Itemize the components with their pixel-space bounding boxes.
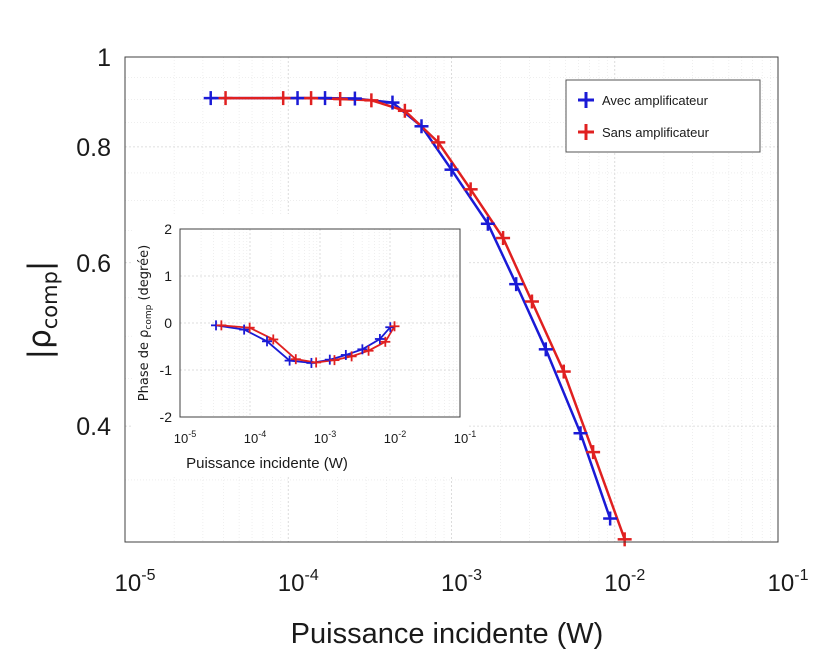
inset-plot-frame — [179, 228, 461, 418]
inset-y-tick-labels: 2 1 0 -1 -2 — [160, 221, 173, 425]
main-x-axis-label: Puissance incidente (W) — [291, 618, 604, 650]
main-data-point-sans — [364, 93, 379, 108]
legend-entry-avec: Avec amplificateur — [602, 93, 709, 108]
main-x-tick-label: 10-5 — [115, 567, 156, 597]
main-data-point-avec — [573, 426, 588, 441]
inset-x-tick-label: 10-1 — [454, 429, 476, 446]
main-x-tick-label: 10-1 — [768, 567, 809, 597]
inset-data-point-sans — [216, 320, 227, 331]
inset-data-point-sans — [389, 321, 400, 332]
main-data-point-avec — [538, 342, 553, 357]
main-x-tick-labels: 10-5 10-4 10-3 10-2 10-1 — [115, 567, 809, 597]
inset-y-tick-label: 2 — [164, 221, 172, 237]
legend-entry-sans: Sans amplificateur — [602, 125, 710, 140]
main-data-point-sans — [276, 91, 291, 106]
inset-series-lines — [215, 324, 396, 364]
inset-x-tick-label: 10-4 — [244, 429, 266, 446]
inset-data-point-sans — [329, 355, 340, 366]
main-data-point-avec — [347, 91, 362, 106]
inset-x-tick-labels: 10-5 10-4 10-3 10-2 10-1 — [174, 429, 476, 446]
inset-series-markers — [211, 320, 400, 368]
inset-y-axis-label: Phase de ρcomp (degrée) — [137, 245, 154, 401]
main-data-point-sans — [586, 445, 601, 460]
inset-y-tick-label: 0 — [164, 315, 172, 331]
inset-background — [132, 214, 468, 476]
legend: Avec amplificateur Sans amplificateur — [565, 79, 761, 153]
inset-data-point-sans — [290, 354, 301, 365]
main-x-tick-label: 10-4 — [278, 567, 319, 597]
inset-data-point-sans — [268, 334, 279, 345]
main-data-point-avec — [385, 95, 400, 110]
inset-data-point-avec — [357, 344, 368, 355]
main-x-tick-label: 10-2 — [604, 567, 645, 597]
inset-data-point-avec — [374, 333, 385, 344]
main-data-point-avec — [444, 162, 459, 177]
inset-data-point-sans — [346, 351, 357, 362]
main-data-point-avec — [414, 119, 429, 134]
inset-data-point-avec — [262, 336, 273, 347]
main-data-point-sans — [617, 532, 632, 547]
legend-marker-sans — [578, 124, 594, 140]
main-data-point-sans — [463, 182, 478, 197]
inset-x-axis-label: Puissance incidente (W) — [186, 455, 348, 472]
main-y-tick-label: 1 — [97, 44, 111, 72]
main-y-tick-label: 0.6 — [76, 250, 111, 278]
main-data-point-avec — [509, 277, 524, 292]
main-data-point-sans — [218, 91, 233, 106]
main-data-point-sans — [496, 231, 511, 246]
inset-data-point-avec — [284, 355, 295, 366]
inset-data-point-sans — [363, 345, 374, 356]
inset-y-tick-label: -2 — [160, 409, 173, 425]
main-x-tick-label: 10-3 — [441, 567, 482, 597]
inset-y-tick-label: -1 — [160, 362, 173, 378]
main-data-point-sans — [397, 103, 412, 118]
main-data-point-avec — [203, 91, 218, 106]
inset-data-point-avec — [340, 349, 351, 360]
inset-x-tick-label: 10-2 — [384, 429, 406, 446]
main-data-point-avec — [603, 511, 618, 526]
main-y-tick-labels: 0.4 0.6 0.8 1 — [76, 44, 111, 441]
inset-series-line-sans — [221, 324, 396, 364]
main-data-point-sans — [431, 135, 446, 150]
main-data-point-sans — [304, 91, 319, 106]
main-series-markers — [203, 91, 632, 547]
legend-marker-avec — [578, 92, 594, 108]
legend-box — [565, 79, 761, 153]
inset-x-tick-label: 10-3 — [314, 429, 336, 446]
inset-data-point-sans — [380, 336, 391, 347]
main-data-point-avec — [318, 91, 333, 106]
main-data-point-sans — [556, 364, 571, 379]
inset-data-point-avec — [239, 324, 250, 335]
main-plot-frame — [124, 56, 779, 543]
main-data-point-sans — [524, 294, 539, 309]
main-data-point-sans — [333, 91, 348, 106]
main-data-point-avec — [480, 216, 495, 231]
main-data-point-avec — [290, 91, 305, 106]
main-y-tick-label: 0.4 — [76, 413, 111, 441]
inset-x-tick-label: 10-5 — [174, 429, 196, 446]
main-y-tick-label: 0.8 — [76, 134, 111, 162]
main-y-axis-label: |ρcomp| — [22, 261, 62, 360]
inset-y-tick-label: 1 — [164, 268, 172, 284]
inset-data-point-sans — [311, 357, 322, 368]
inset-data-point-sans — [244, 322, 255, 333]
